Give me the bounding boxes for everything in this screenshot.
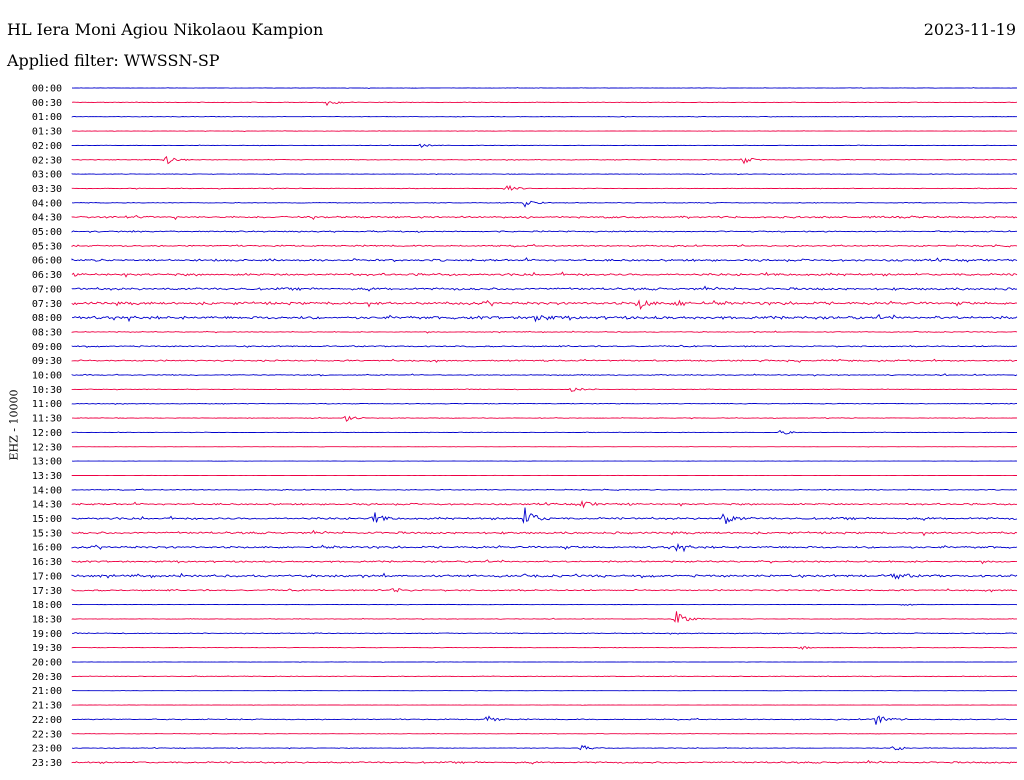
row-time-label: 18:00 [32,600,62,611]
row-time-label: 23:30 [32,758,62,769]
applied-filter: Applied filter: WWSSN-SP [7,51,220,70]
trace-row [71,243,1018,248]
trace-row [71,387,1018,392]
trace-row [71,155,1017,165]
trace-row [71,87,1018,89]
row-time-label: 16:30 [32,557,62,568]
trace-row [71,715,1018,725]
station-title: HL Iera Moni Agiou Nikolaou Kampion [7,20,324,39]
row-time-label: 01:30 [32,127,62,138]
row-time-label: 07:30 [32,299,62,310]
row-time-label: 04:00 [32,198,62,209]
row-time-label: 19:30 [32,643,62,654]
row-time-label: 20:00 [32,658,62,669]
trace-row [71,115,1017,118]
trace-row [72,661,1018,663]
trace-row [71,507,1018,525]
row-time-label: 14:00 [32,485,62,496]
row-time-label: 07:00 [32,284,62,295]
row-time-label: 02:00 [32,141,62,152]
plot-date: 2023-11-19 [923,20,1016,39]
trace-row [71,358,1018,363]
row-time-label: 02:30 [32,155,62,166]
row-time-label: 16:00 [32,543,62,554]
row-time-label: 10:30 [32,385,62,396]
trace-row [71,200,1018,208]
row-time-label: 19:00 [32,629,62,640]
row-time-label: 15:00 [32,514,62,525]
row-time-label: 08:30 [32,327,62,338]
trace-row [71,500,1018,509]
row-time-label: 14:30 [32,500,62,511]
row-time-label: 12:30 [32,442,62,453]
row-time-label: 18:30 [32,614,62,625]
row-time-label: 05:00 [32,227,62,238]
row-time-label: 06:00 [32,256,62,267]
trace-row [71,101,1018,107]
trace-row [71,143,1017,148]
trace-row [71,257,1018,263]
trace-row [72,130,1017,132]
row-time-label: 13:00 [32,457,62,468]
row-time-label: 03:30 [32,184,62,195]
trace-row [71,759,1018,765]
row-time-label: 11:30 [32,414,62,425]
trace-row [71,572,1018,580]
row-time-label: 05:30 [32,241,62,252]
trace-row [71,542,1018,553]
trace-row [71,611,1017,623]
row-time-label: 10:00 [32,371,62,382]
trace-row [71,744,1018,751]
trace-row [71,344,1018,348]
row-time-label: 03:00 [32,170,62,181]
trace-row [71,632,1018,635]
row-time-label: 17:30 [32,586,62,597]
row-time-label: 13:30 [32,471,62,482]
row-time-label: 21:30 [32,701,62,712]
trace-row [71,704,1018,706]
row-time-label: 20:30 [32,672,62,683]
row-time-label: 01:00 [32,112,62,123]
row-time-label: 17:00 [32,571,62,582]
row-time-label: 15:30 [32,528,62,539]
row-time-label: 00:00 [32,84,62,95]
trace-row [71,214,1018,221]
row-time-label: 06:30 [32,270,62,281]
trace-row [72,415,1018,422]
trace-row [71,285,1018,292]
row-time-label: 09:30 [32,356,62,367]
trace-row [71,429,1018,435]
row-time-label: 08:00 [32,313,62,324]
trace-row [71,299,1018,311]
trace-row [71,271,1018,278]
trace-row [71,184,1018,191]
trace-row [71,229,1017,233]
trace-row [71,646,1017,651]
trace-row [71,588,1018,593]
trace-row [71,675,1018,678]
row-time-label: 04:30 [32,213,62,224]
row-time-label: 21:00 [32,686,62,697]
row-time-label: 09:00 [32,342,62,353]
row-time-label: 12:00 [32,428,62,439]
trace-row [72,603,1018,606]
trace-row [71,173,1017,176]
row-time-label: 00:30 [32,98,62,109]
trace-row [71,373,1018,377]
row-time-label: 23:00 [32,744,62,755]
trace-row [71,330,1018,334]
row-time-label: 11:00 [32,399,62,410]
row-time-label: 22:00 [32,715,62,726]
trace-row [71,559,1017,565]
trace-row [71,313,1018,323]
row-time-label: 22:30 [32,729,62,740]
trace-row [71,732,1017,735]
trace-row [71,402,1018,405]
trace-row [71,529,1018,537]
trace-row [71,488,1018,491]
